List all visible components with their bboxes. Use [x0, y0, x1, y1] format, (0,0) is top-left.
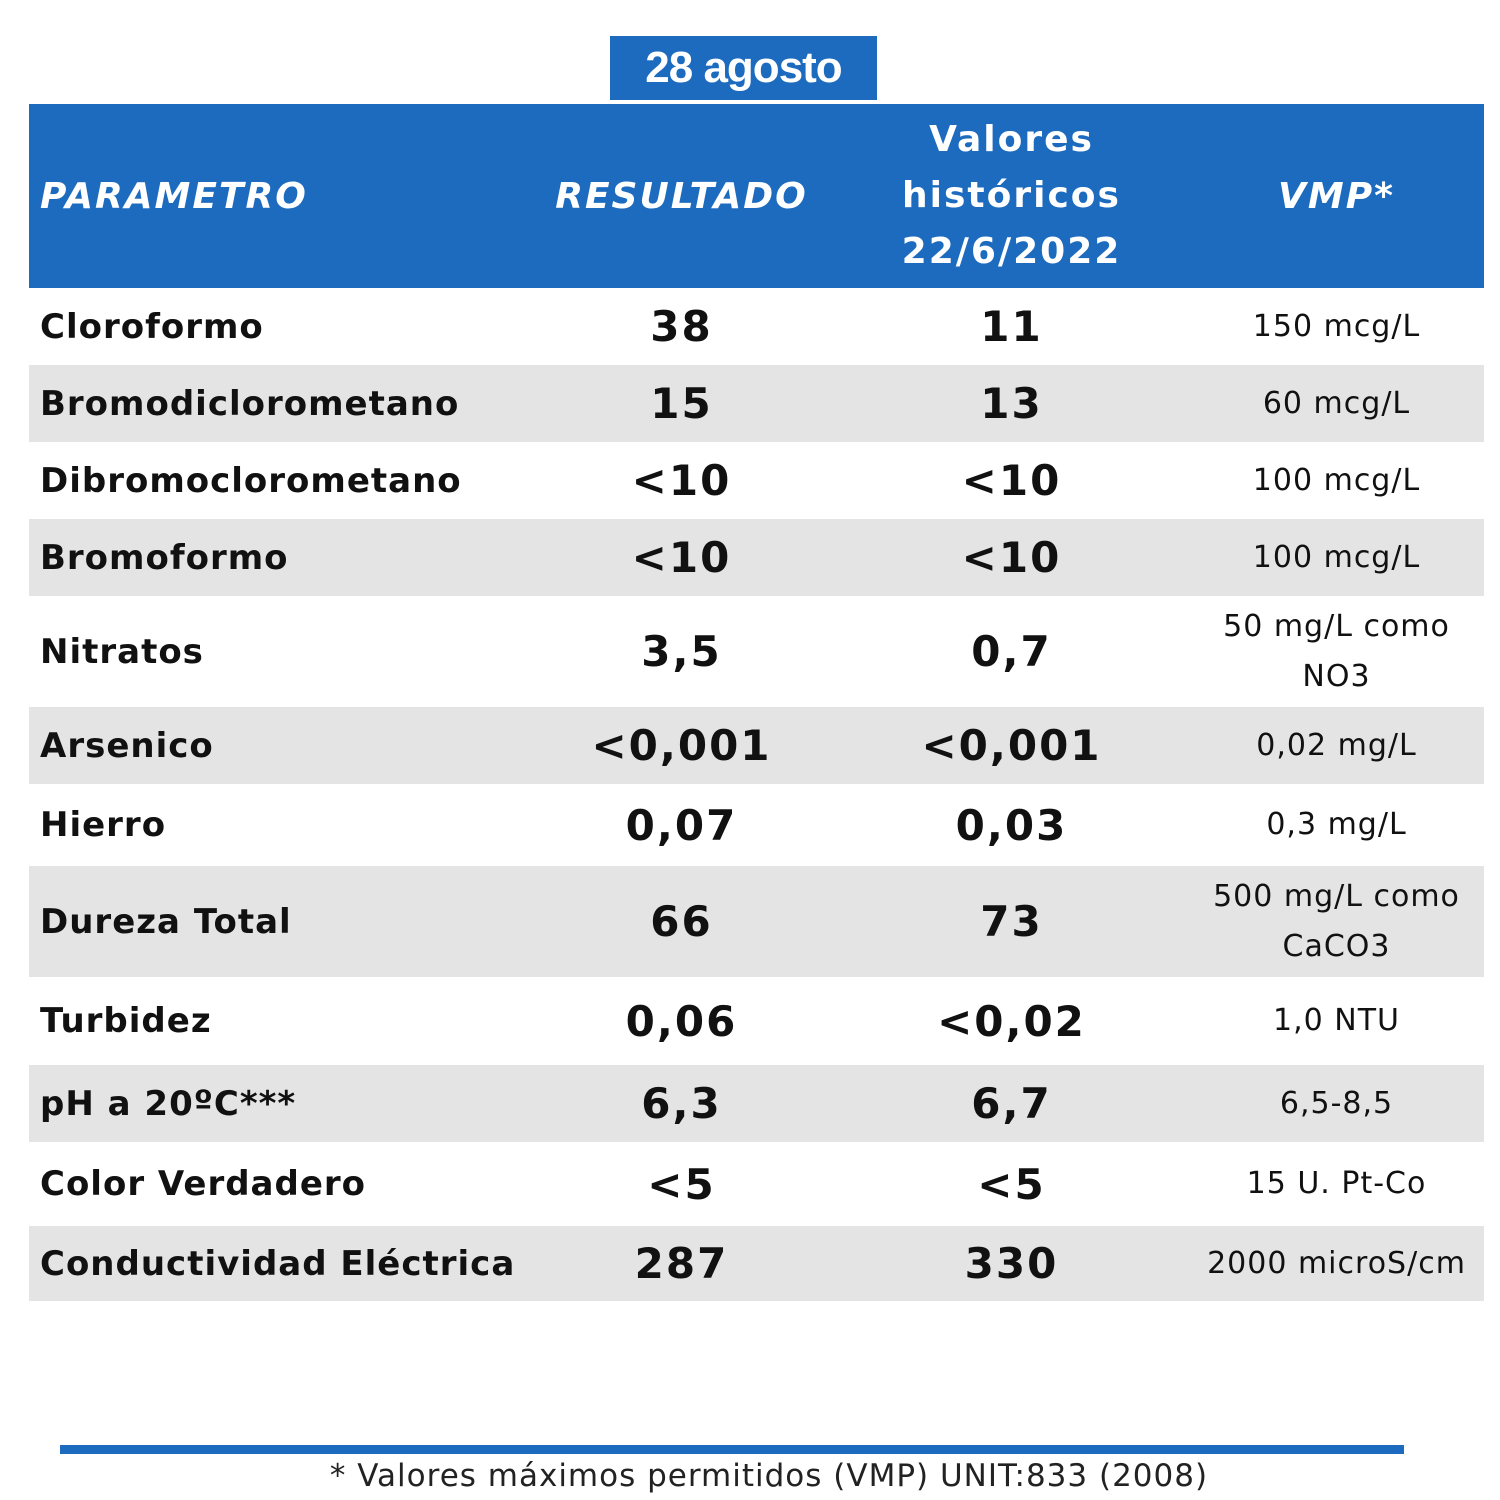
- cell-historico: 330: [964, 1239, 1059, 1288]
- cell-historico: 73: [980, 897, 1043, 946]
- cell-vmp: 0,3 mg/L: [1266, 807, 1407, 842]
- table-row: Dureza Total 66 73 500 mg/L como CaCO3: [29, 866, 1484, 977]
- cell-parametro: Nitratos: [40, 631, 204, 672]
- cell-resultado: <5: [647, 1159, 716, 1209]
- header-parametro: PARAMETRO: [40, 175, 308, 217]
- cell-resultado: 0,06: [625, 996, 738, 1046]
- cell-parametro: Conductividad Eléctrica: [40, 1243, 516, 1284]
- header-historicos-line2: históricos: [902, 175, 1121, 216]
- cell-historico: 0,03: [955, 800, 1068, 850]
- table-row: Bromoformo <10 <10 100 mcg/L: [29, 519, 1484, 596]
- cell-vmp: 150 mcg/L: [1252, 308, 1421, 344]
- cell-vmp: 0,02 mg/L: [1256, 727, 1417, 763]
- cell-vmp: 15 U. Pt-Co: [1246, 1166, 1427, 1201]
- cell-resultado: 66: [650, 897, 713, 946]
- cell-historico: <10: [961, 533, 1062, 582]
- cell-vmp: 6,5-8,5: [1279, 1085, 1394, 1121]
- header-historicos-line3: 22/6/2022: [901, 231, 1122, 272]
- cell-parametro: Cloroformo: [40, 306, 264, 347]
- cell-vmp: 60 mcg/L: [1262, 385, 1411, 421]
- header-vmp: VMP*: [1278, 175, 1395, 217]
- footnote: * Valores máximos permitidos (VMP) UNIT:…: [329, 1458, 1209, 1494]
- cell-resultado: 287: [634, 1239, 729, 1288]
- cell-resultado: <10: [631, 533, 732, 582]
- cell-vmp: 500 mg/L como CaCO3: [1213, 878, 1460, 964]
- cell-resultado: 3,5: [641, 627, 722, 676]
- table-row: Conductividad Eléctrica 287 330 2000 mic…: [29, 1226, 1484, 1301]
- cell-vmp: 50 mg/L como NO3: [1223, 608, 1450, 694]
- cell-parametro: Hierro: [40, 805, 167, 845]
- cell-vmp: 100 mcg/L: [1252, 539, 1421, 575]
- cell-resultado: 15: [650, 379, 713, 428]
- header-resultado: RESULTADO: [555, 175, 808, 217]
- table-row: Dibromoclorometano <10 <10 100 mcg/L: [29, 442, 1484, 519]
- cell-vmp: 100 mcg/L: [1252, 462, 1421, 498]
- results-table: PARAMETRO RESULTADO Valores históricos 2…: [29, 104, 1484, 1301]
- cell-parametro: Turbidez: [40, 1001, 212, 1041]
- cell-historico: <10: [961, 456, 1062, 505]
- table-row: Color Verdadero <5 <5 15 U. Pt-Co: [29, 1142, 1484, 1226]
- table-row: Arsenico <0,001 <0,001 0,02 mg/L: [29, 707, 1484, 784]
- cell-vmp: 1,0 NTU: [1273, 1003, 1400, 1038]
- cell-parametro: pH a 20ºC***: [40, 1083, 297, 1124]
- date-badge: 28 agosto: [610, 36, 877, 100]
- table-row: pH a 20ºC*** 6,3 6,7 6,5-8,5: [29, 1065, 1484, 1142]
- cell-historico: <0,02: [937, 996, 1086, 1046]
- cell-historico: 0,7: [971, 627, 1052, 676]
- cell-resultado: 0,07: [625, 800, 738, 850]
- cell-parametro: Bromoformo: [40, 537, 289, 578]
- cell-historico: 13: [980, 379, 1043, 428]
- cell-historico: 11: [980, 302, 1043, 351]
- header-historicos: Valores históricos 22/6/2022: [834, 112, 1189, 280]
- cell-parametro: Color Verdadero: [40, 1164, 367, 1204]
- cell-parametro: Arsenico: [40, 725, 214, 766]
- table-row: Cloroformo 38 11 150 mcg/L: [29, 288, 1484, 365]
- footer-divider: [60, 1445, 1404, 1454]
- cell-resultado: 38: [650, 302, 713, 351]
- cell-parametro: Dureza Total: [40, 901, 292, 942]
- cell-resultado: <10: [631, 456, 732, 505]
- cell-parametro: Dibromoclorometano: [40, 460, 462, 501]
- table-row: Nitratos 3,5 0,7 50 mg/L como NO3: [29, 596, 1484, 707]
- cell-vmp: 2000 microS/cm: [1207, 1245, 1466, 1281]
- header-historicos-line1: Valores: [929, 119, 1094, 160]
- cell-parametro: Bromodiclorometano: [40, 383, 460, 424]
- cell-historico: <5: [977, 1159, 1046, 1209]
- table-row: Turbidez 0,06 <0,02 1,0 NTU: [29, 977, 1484, 1065]
- table-row: Hierro 0,07 0,03 0,3 mg/L: [29, 784, 1484, 866]
- cell-resultado: <0,001: [591, 721, 772, 770]
- cell-historico: <0,001: [921, 721, 1102, 770]
- cell-resultado: 6,3: [641, 1079, 722, 1128]
- table-header: PARAMETRO RESULTADO Valores históricos 2…: [29, 104, 1484, 288]
- table-row: Bromodiclorometano 15 13 60 mcg/L: [29, 365, 1484, 442]
- cell-historico: 6,7: [971, 1079, 1052, 1128]
